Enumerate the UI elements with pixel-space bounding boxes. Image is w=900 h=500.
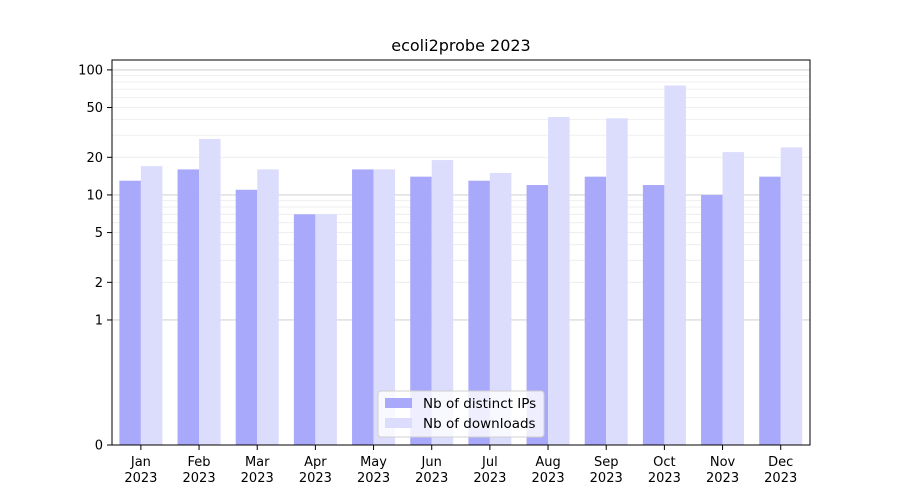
legend-swatch bbox=[385, 398, 412, 408]
x-tick-label-year: 2023 bbox=[241, 471, 274, 486]
x-tick-label-month: Sep bbox=[594, 455, 619, 470]
bar-nb-of-downloads-jul bbox=[489, 172, 512, 445]
y-tick-label: 5 bbox=[95, 226, 103, 241]
x-tick-label-month: Jun bbox=[421, 455, 442, 470]
bar-nb-of-distinct-ips-nov bbox=[701, 194, 723, 445]
x-tick-label-year: 2023 bbox=[124, 471, 157, 486]
plot-frame bbox=[111, 59, 811, 446]
axes: Jan2023Feb2023Mar2023Apr2023May2023Jun20… bbox=[78, 59, 811, 486]
bar-nb-of-distinct-ips-aug bbox=[526, 185, 549, 445]
legend: Nb of distinct IPs Nb of downloads bbox=[377, 390, 545, 438]
x-tick-label-year: 2023 bbox=[648, 471, 681, 486]
bars bbox=[119, 85, 803, 446]
bar-nb-of-distinct-ips-sep bbox=[584, 176, 607, 445]
bar-nb-of-downloads-sep bbox=[606, 118, 628, 445]
bar-nb-of-downloads-apr bbox=[315, 214, 337, 445]
x-tick-label-year: 2023 bbox=[706, 471, 739, 486]
x-tick-label-year: 2023 bbox=[590, 471, 623, 486]
bar-nb-of-distinct-ips-dec bbox=[759, 176, 781, 445]
bar-nb-of-distinct-ips-apr bbox=[293, 214, 316, 445]
x-tick-label-month: Feb bbox=[188, 455, 211, 470]
x-tick-label-month: Dec bbox=[768, 455, 793, 470]
bar-nb-of-distinct-ips-may bbox=[352, 169, 374, 445]
x-tick-label-year: 2023 bbox=[357, 471, 390, 486]
legend-box bbox=[377, 390, 545, 438]
y-tick-label: 50 bbox=[86, 101, 103, 116]
x-tick-label-month: Jul bbox=[481, 455, 498, 470]
x-tick-label-year: 2023 bbox=[299, 471, 332, 486]
bar-nb-of-distinct-ips-feb bbox=[177, 169, 200, 445]
x-tick-label-year: 2023 bbox=[764, 471, 797, 486]
x-tick-label-month: Apr bbox=[304, 455, 327, 470]
bar-nb-of-downloads-jun bbox=[431, 160, 454, 445]
y-tick-label: 100 bbox=[78, 63, 103, 78]
x-tick-label-month: Mar bbox=[245, 455, 270, 470]
x-tick-label-year: 2023 bbox=[473, 471, 506, 486]
bar-nb-of-downloads-feb bbox=[199, 139, 221, 445]
legend-label: Nb of distinct IPs bbox=[423, 396, 536, 412]
bar-nb-of-downloads-jan bbox=[140, 166, 163, 445]
x-tick-label-month: Oct bbox=[653, 455, 675, 470]
bar-nb-of-distinct-ips-jun bbox=[410, 176, 432, 445]
bar-nb-of-distinct-ips-jan bbox=[119, 180, 141, 445]
x-tick-label-year: 2023 bbox=[183, 471, 216, 486]
bar-nb-of-distinct-ips-oct bbox=[642, 185, 665, 445]
grid-lines bbox=[112, 69, 810, 321]
y-tick-label: 0 bbox=[95, 439, 103, 454]
bar-nb-of-downloads-oct bbox=[664, 85, 686, 445]
bar-nb-of-downloads-dec bbox=[780, 147, 803, 446]
y-tick-label: 1 bbox=[95, 313, 103, 328]
x-tick-label-year: 2023 bbox=[415, 471, 448, 486]
bar-nb-of-downloads-mar bbox=[257, 169, 279, 445]
y-tick-label: 10 bbox=[86, 188, 103, 203]
x-tick-label-month: May bbox=[360, 455, 387, 470]
legend-label: Nb of downloads bbox=[423, 416, 536, 432]
y-tick-label: 2 bbox=[95, 276, 103, 291]
legend-swatch bbox=[385, 418, 412, 428]
bar-nb-of-distinct-ips-mar bbox=[235, 189, 258, 445]
bar-nb-of-downloads-may bbox=[373, 169, 396, 445]
x-tick-label-month: Aug bbox=[535, 455, 560, 470]
bar-nb-of-downloads-aug bbox=[548, 117, 570, 445]
chart-title: ecoli2probe 2023 bbox=[391, 36, 530, 55]
x-tick-label-year: 2023 bbox=[532, 471, 565, 486]
bar-nb-of-distinct-ips-jul bbox=[468, 180, 490, 445]
x-tick-label-month: Jan bbox=[130, 455, 151, 470]
x-tick-label-month: Nov bbox=[710, 455, 736, 470]
y-tick-label: 20 bbox=[86, 151, 103, 166]
bar-nb-of-downloads-nov bbox=[722, 152, 745, 445]
